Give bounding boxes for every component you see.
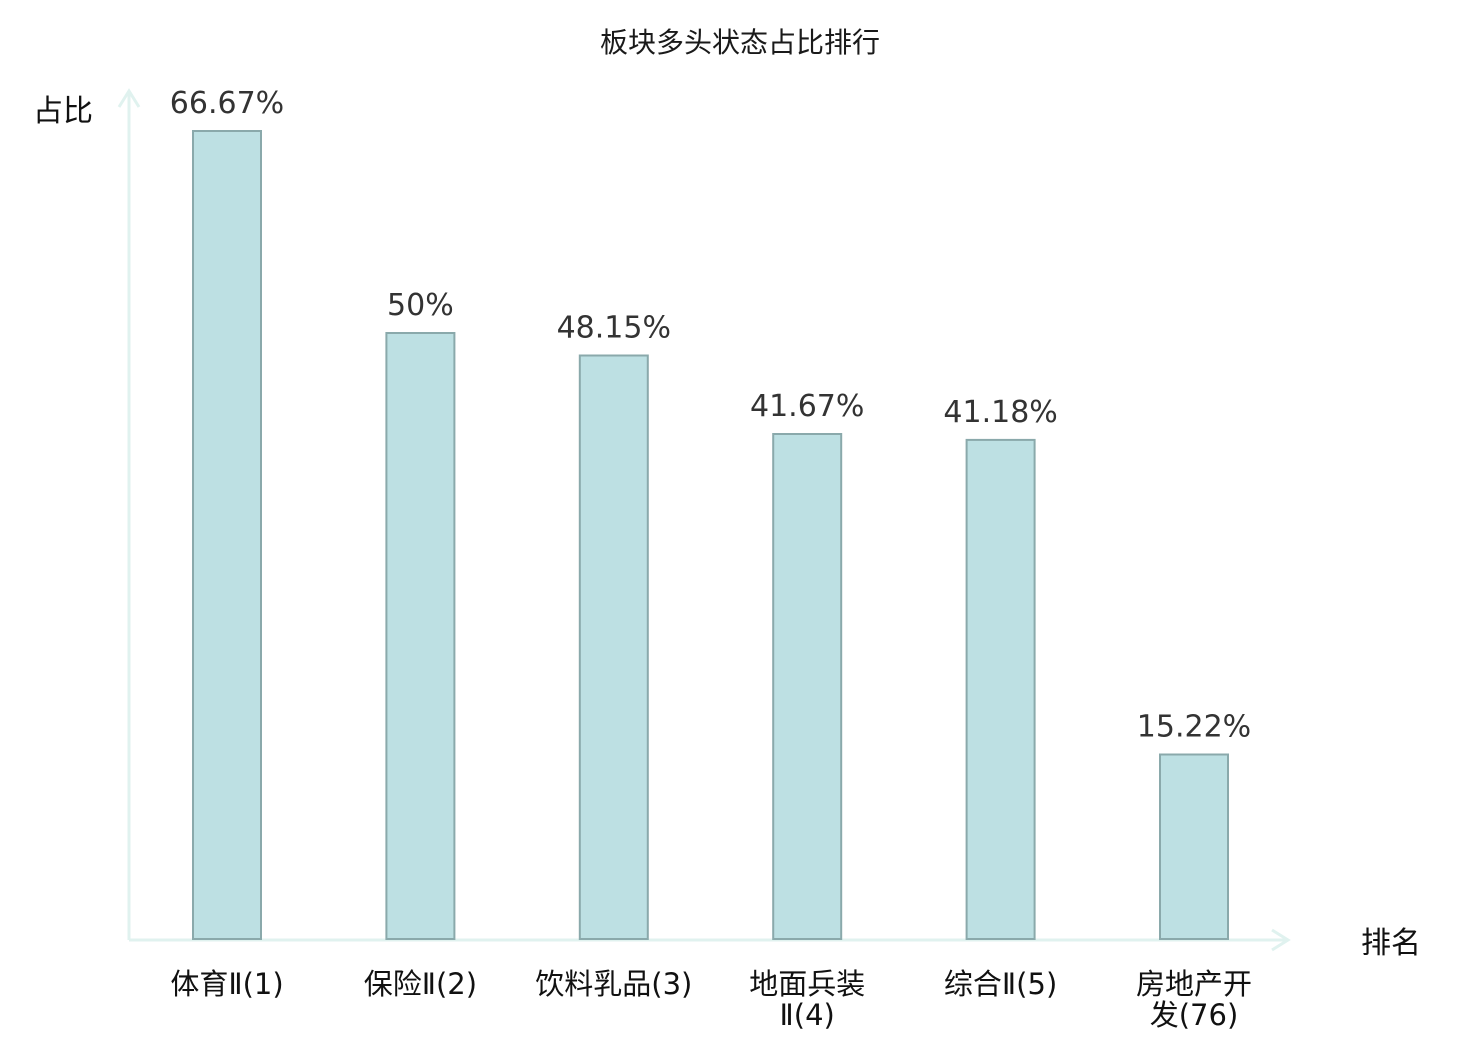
category-label: Ⅱ(4) [780, 998, 835, 1032]
category-label: 饮料乳品(3) [535, 967, 692, 1001]
axes [117, 88, 1291, 952]
value-label: 66.67% [170, 86, 284, 121]
value-label: 41.67% [750, 389, 864, 424]
bar [965, 438, 1036, 940]
y-axis-arrow-icon [117, 88, 141, 108]
category-label: 综合Ⅱ(5) [944, 967, 1057, 1001]
value-label: 41.18% [943, 395, 1057, 430]
value-label: 50% [387, 288, 454, 323]
x-axis-label: 排名 [1361, 926, 1421, 961]
bars-group [192, 130, 1229, 940]
category-label: 保险Ⅱ(2) [364, 967, 477, 1001]
value-labels-group: 66.67% 50% 48.15% 41.67% 41.18% 15.22% [170, 86, 1251, 745]
bar [385, 332, 456, 940]
bar [578, 354, 649, 940]
category-label: 发(76) [1150, 998, 1239, 1032]
value-label: 15.22% [1137, 710, 1251, 745]
bar [192, 130, 262, 940]
y-axis-label: 占比 [33, 94, 93, 129]
category-label: 房地产开 [1136, 967, 1252, 1001]
bar [772, 433, 843, 940]
category-label: 体育Ⅱ(1) [170, 967, 283, 1001]
value-label: 48.15% [557, 311, 671, 346]
category-label: 地面兵装 [749, 967, 865, 1001]
x-axis-arrow-icon [1271, 928, 1291, 952]
bar [1159, 753, 1229, 940]
chart-title: 板块多头状态占比排行 [600, 26, 880, 59]
